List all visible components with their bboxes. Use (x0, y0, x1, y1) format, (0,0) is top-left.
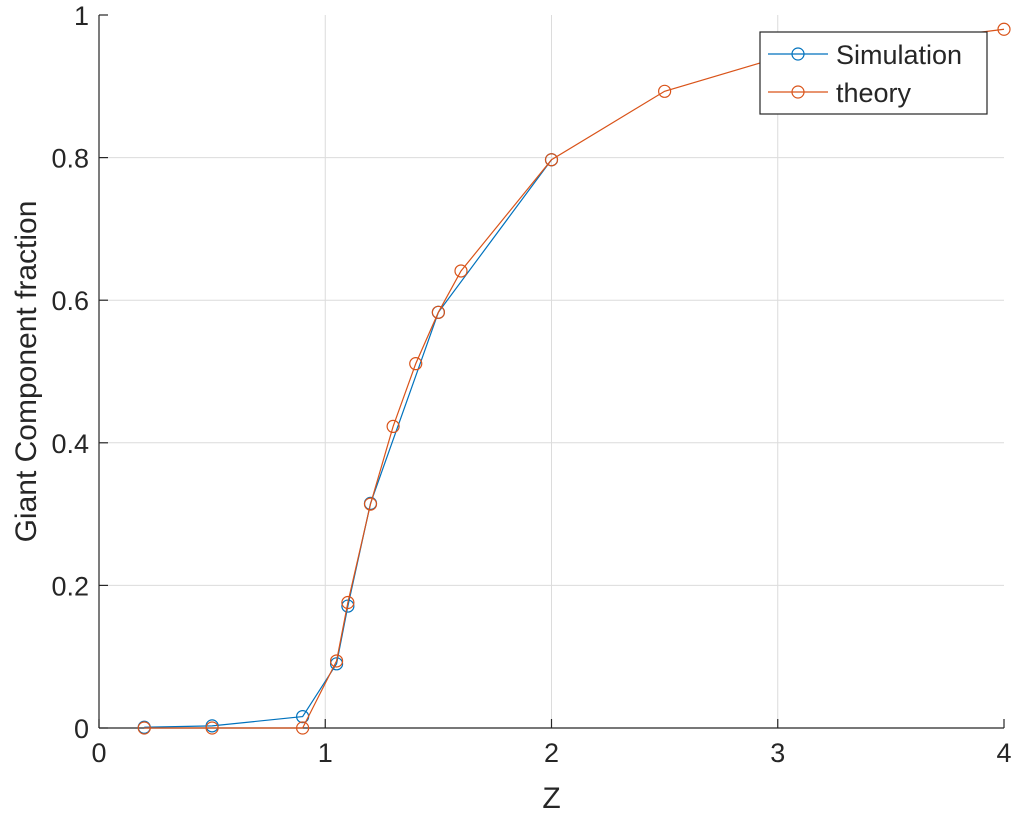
legend: Simulation theory (759, 31, 988, 115)
legend-box (759, 31, 988, 115)
legend-item-theory: theory (768, 78, 912, 108)
legend-marker-simulation (791, 47, 805, 61)
series-simulation (137, 153, 559, 734)
legend-label-theory: theory (836, 78, 912, 108)
data-point-theory (205, 721, 219, 735)
data-point-theory (658, 84, 672, 98)
y-tick-label-4: 0.8 (51, 144, 89, 174)
data-point-theory (137, 721, 151, 735)
y-tick-label-1: 0.2 (51, 571, 89, 601)
series-line-simulation (144, 159, 552, 728)
legend-marker-theory (791, 85, 805, 99)
data-point-theory (363, 497, 378, 511)
data-point-theory (341, 595, 355, 610)
ticks: 0 1 2 3 4 0 0.2 0.4 0.6 0.8 1 (51, 1, 1011, 768)
x-tick-label-3: 3 (770, 738, 785, 768)
data-point-theory (454, 264, 468, 278)
x-tick-label-4: 4 (996, 738, 1011, 768)
y-axis-title: Giant Component fraction (10, 201, 43, 543)
y-tick-label-2: 0.4 (51, 429, 89, 459)
data-point-theory (329, 654, 344, 668)
y-tick-label-5: 1 (74, 1, 89, 31)
x-tick-label-0: 0 (91, 738, 106, 768)
data-point-theory (386, 419, 400, 434)
series-theory (137, 22, 1011, 735)
data-point-theory (544, 153, 559, 167)
data-point-theory (997, 22, 1011, 36)
x-axis-title: Z (542, 782, 560, 815)
data-point-theory (296, 721, 310, 735)
data-point-theory (431, 305, 445, 319)
series-line-theory (144, 28, 1005, 729)
series-layer (137, 22, 1011, 735)
y-tick-label-0: 0 (74, 714, 89, 744)
legend-label-simulation: Simulation (836, 40, 962, 70)
legend-item-simulation: Simulation (768, 40, 962, 70)
data-point-theory (409, 357, 423, 371)
y-tick-label-3: 0.6 (51, 286, 89, 316)
grid (99, 15, 1004, 728)
x-tick-label-2: 2 (544, 738, 559, 768)
x-tick-label-1: 1 (318, 738, 333, 768)
